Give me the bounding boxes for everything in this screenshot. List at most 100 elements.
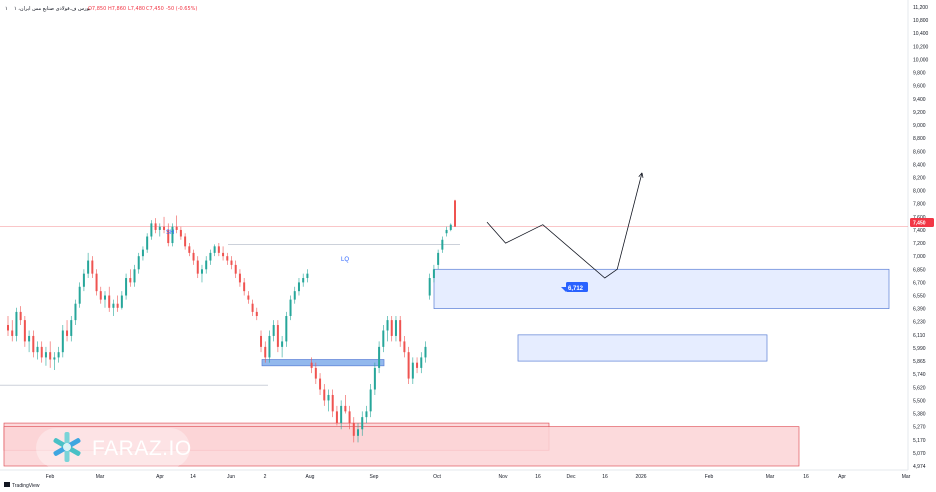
- candle-body: [238, 273, 241, 283]
- candle-body: [141, 249, 144, 257]
- candle-body: [82, 273, 85, 287]
- candle-body: [445, 229, 448, 234]
- tradingview-credit-text: TradingView: [12, 483, 40, 489]
- candle-body: [247, 295, 250, 300]
- candle-body: [192, 252, 195, 261]
- y-tick-label: 8,400: [913, 162, 926, 168]
- y-tick-label: 8,600: [913, 149, 926, 155]
- y-tick-label: 7,000: [913, 254, 926, 260]
- x-tick-label: Dec: [567, 474, 576, 480]
- candle-body: [57, 352, 60, 358]
- x-tick-label: 14: [190, 474, 196, 480]
- candle-body: [175, 226, 178, 230]
- candle-body: [70, 320, 73, 336]
- candle-body: [217, 246, 220, 253]
- y-tick-label: 5,270: [913, 425, 926, 431]
- candle-body: [319, 378, 322, 390]
- order-block-zone[interactable]: [261, 359, 385, 367]
- candle-body: [361, 417, 364, 430]
- candle-body: [260, 335, 263, 347]
- y-tick-label: 9,400: [913, 97, 926, 103]
- x-tick-label: Oct: [433, 474, 441, 480]
- y-tick-label: 5,380: [913, 412, 926, 418]
- x-tick-label: 16: [535, 474, 541, 480]
- target-price-tag: 6,712: [561, 282, 588, 292]
- x-tick-label: 2026: [635, 474, 646, 480]
- candle-body: [352, 423, 355, 436]
- y-tick-label: 6,230: [913, 320, 926, 326]
- x-tick-label: 16: [602, 474, 608, 480]
- demand-zone-upper[interactable]: [433, 268, 890, 309]
- supply-zone-red-2[interactable]: [3, 426, 800, 467]
- candle-body: [230, 260, 233, 265]
- y-tick-label: 5,070: [913, 451, 926, 457]
- header-index: ۱: [5, 6, 8, 12]
- candle-body: [403, 341, 406, 353]
- candle-body: [7, 325, 9, 331]
- candle-body: [61, 330, 64, 353]
- candle-body: [36, 346, 39, 353]
- candle-body: [255, 311, 258, 317]
- candle-body: [373, 367, 376, 390]
- y-tick-label: 9,200: [913, 110, 926, 116]
- y-tick-label: 5,500: [913, 398, 926, 404]
- last-price-tag-text: 7,450: [913, 221, 926, 227]
- y-tick-label: 9,000: [913, 123, 926, 129]
- candle-body: [129, 278, 132, 283]
- y-tick-label: 6,110: [913, 333, 925, 339]
- candle-body: [213, 246, 216, 253]
- candle-body: [390, 320, 393, 336]
- candle-body: [23, 320, 26, 342]
- time-axis[interactable]: Feb Mar Apr 14 Jun 2 Aug Sep Oct Nov 16 Dec 16 2026 Fe…: [46, 474, 911, 480]
- candle-body: [428, 278, 431, 296]
- candle-body: [158, 226, 161, 230]
- demand-zone-lower[interactable]: [517, 334, 768, 362]
- candle-body: [99, 291, 102, 300]
- candle-body: [251, 303, 254, 312]
- lq-label: LQ: [341, 257, 349, 263]
- candle-body: [437, 252, 440, 265]
- y-tick-label: 5,740: [913, 372, 926, 378]
- candle-body: [163, 226, 166, 230]
- y-tick-label: 7,200: [913, 241, 926, 247]
- header-open: O7,850: [88, 6, 106, 12]
- y-tick-label: 5,990: [913, 346, 926, 352]
- candle-body: [167, 229, 170, 244]
- x-tick-label: Jun: [227, 474, 235, 480]
- x-tick-label: Feb: [46, 474, 55, 480]
- candle-body: [15, 311, 18, 336]
- projection-line[interactable]: [486, 172, 643, 279]
- zones[interactable]: [3, 268, 890, 467]
- candle-body: [365, 411, 368, 418]
- y-tick-label: 5,620: [913, 385, 926, 391]
- candle-body: [420, 357, 423, 368]
- candle-body: [40, 346, 43, 358]
- brand-pill: [36, 428, 190, 468]
- candle-body: [133, 269, 136, 283]
- candle-body: [11, 330, 14, 336]
- candle-body: [424, 346, 427, 358]
- candle-body: [314, 367, 317, 379]
- candle-body: [335, 411, 338, 424]
- candle-body: [234, 264, 237, 274]
- candle-body: [331, 394, 334, 412]
- candle-body: [281, 341, 284, 347]
- y-tick-label: 7,400: [913, 228, 926, 234]
- last-price-tag: 7,450: [910, 218, 934, 227]
- candle-body: [188, 246, 191, 253]
- candle-body: [222, 252, 225, 257]
- candle-body: [146, 236, 149, 250]
- sh-label: SH: [166, 230, 174, 236]
- x-tick-label: Nov: [499, 474, 508, 480]
- candle-body: [378, 346, 381, 368]
- candle-body: [272, 325, 275, 336]
- brand-logo-icon: [53, 432, 81, 462]
- candle-body: [87, 260, 90, 274]
- candle-body: [394, 320, 397, 336]
- projection-path[interactable]: [486, 172, 644, 279]
- candle-body: [454, 200, 456, 227]
- x-tick-label: Mar: [96, 474, 105, 480]
- price-axis[interactable]: 11,200 10,800 10,400 10,200 10,000 9,800 9,600…: [913, 5, 929, 470]
- brand-text: FARAZ.IO: [92, 437, 192, 460]
